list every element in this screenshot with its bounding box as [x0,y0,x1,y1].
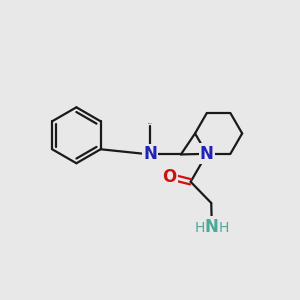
Text: H: H [194,221,205,235]
Text: O: O [162,167,177,185]
Text: N: N [205,218,219,236]
Text: H: H [219,221,230,235]
Text: N: N [143,146,157,164]
Text: N: N [200,145,214,163]
Text: methyl: methyl [148,123,152,124]
